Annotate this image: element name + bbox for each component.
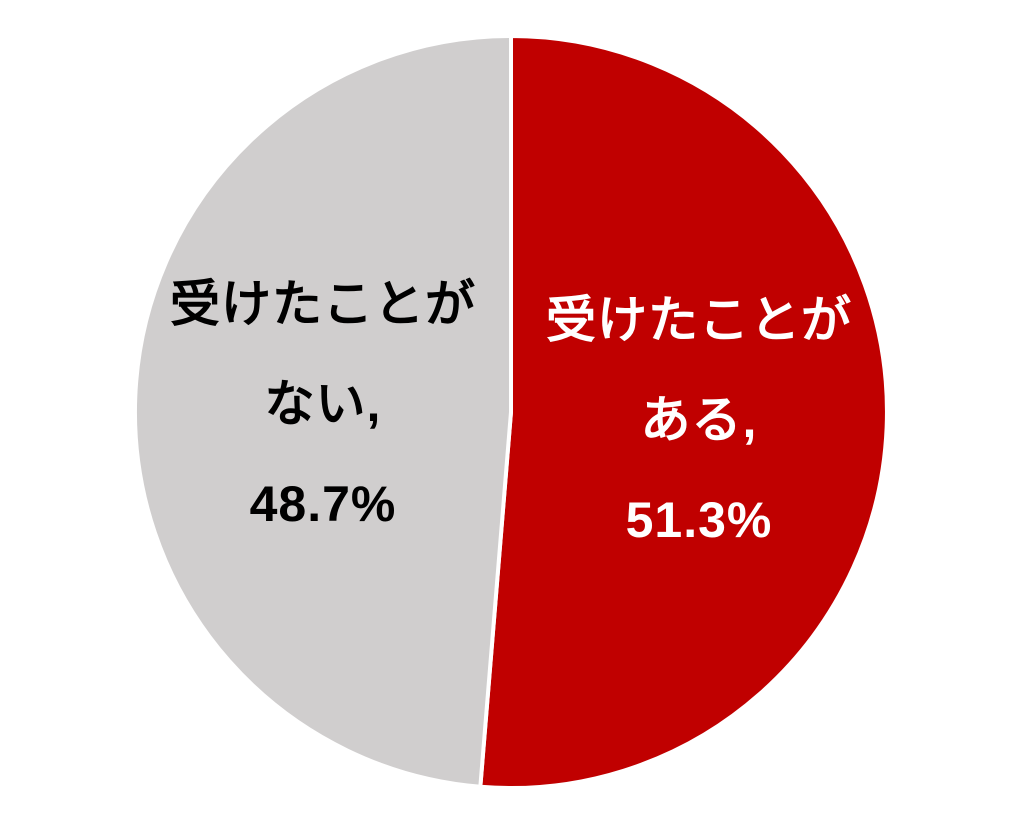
pie-slice-1: [132, 34, 513, 789]
pie-slice-0: [478, 34, 889, 790]
